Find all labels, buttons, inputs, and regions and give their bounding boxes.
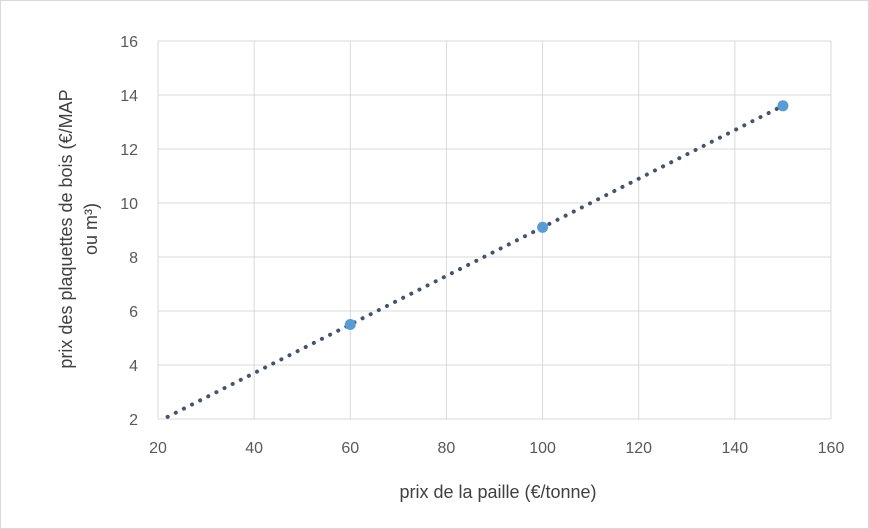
y-axis-title-line-2: ou m³) (81, 203, 101, 255)
x-tick-label: 120 (625, 440, 652, 457)
x-tick-label: 80 (438, 440, 456, 457)
x-tick-label: 40 (245, 440, 263, 457)
y-axis-title-line-1: prix des plaquettes de bois (€/MAP (56, 89, 76, 368)
y-axis-ticks: 2 4 6 8 10 12 14 16 (120, 34, 138, 429)
y-tick-label: 2 (129, 412, 138, 429)
x-tick-label: 60 (341, 440, 359, 457)
y-tick-label: 6 (129, 304, 138, 321)
x-tick-label: 140 (722, 440, 749, 457)
data-points (344, 100, 789, 330)
trendline-path (165, 103, 785, 419)
x-axis-title: prix de la paille (€/tonne) (399, 482, 596, 502)
y-tick-label: 16 (120, 34, 138, 51)
y-tick-label: 10 (120, 196, 138, 213)
data-point (537, 221, 549, 233)
data-point (777, 100, 789, 112)
y-tick-label: 8 (129, 250, 138, 267)
data-point (344, 319, 356, 330)
x-tick-label: 20 (149, 440, 167, 457)
y-tick-label: 4 (129, 358, 138, 375)
y-tick-label: 14 (120, 88, 138, 105)
y-tick-label: 12 (120, 142, 138, 159)
x-axis-ticks: 20 40 60 80 100 120 140 160 (149, 440, 844, 457)
trendline (165, 103, 785, 419)
x-tick-label: 100 (529, 440, 556, 457)
gridlines (157, 40, 832, 420)
x-tick-label: 160 (818, 440, 845, 457)
